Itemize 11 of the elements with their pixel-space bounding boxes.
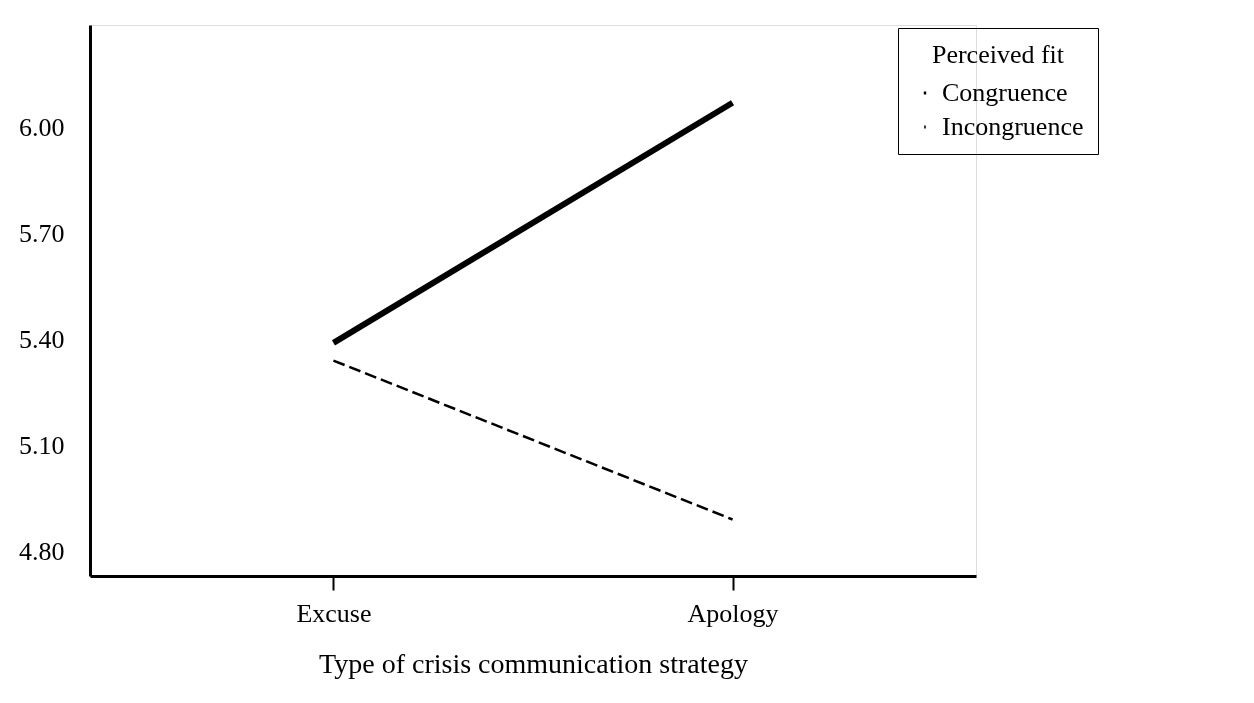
y-tick-label: 5.10 [19,430,65,460]
legend-title: Perceived fit [931,40,1065,69]
legend-label: Incongruence [942,112,1084,141]
x-axis-title: Type of crisis communication strategy [319,647,748,679]
y-tick-label: 6.00 [19,112,65,142]
x-tick-label: Excuse [296,598,372,628]
y-tick-label: 4.80 [19,536,65,566]
legend-label: Congruence [942,78,1068,107]
y-tick-label: 5.70 [19,218,65,248]
x-tick-label: Apology [687,598,779,628]
y-tick-label: 5.40 [19,324,65,354]
